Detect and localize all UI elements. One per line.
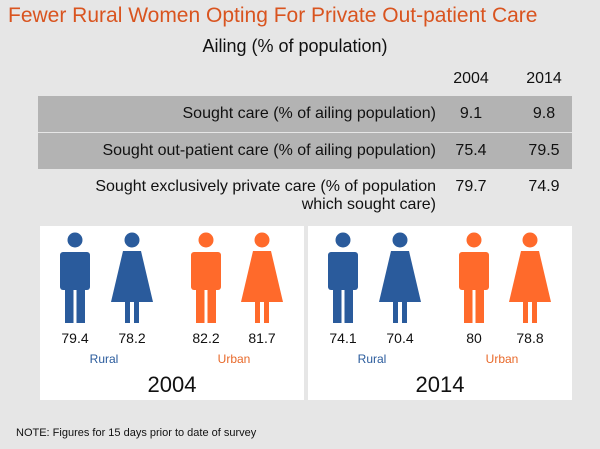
row-label: Sought care (% of ailing population): [182, 105, 437, 122]
value-urban-male: 82.2: [192, 330, 220, 346]
row-label: Sought out-patient care (% of ailing pop…: [102, 142, 436, 159]
man-icon: [328, 232, 358, 323]
row-label: Sought exclusively private care (% of po…: [95, 178, 436, 214]
row-value-2004: 79.7: [455, 178, 487, 195]
panel-2014: 74.1 70.4 80 78.8 Rural Urban 2014: [308, 226, 572, 400]
woman-icon: [509, 232, 551, 323]
group-label-rural: Rural: [89, 352, 119, 366]
figures-2014: [328, 232, 551, 323]
chart-title: Fewer Rural Women Opting For Private Out…: [8, 4, 538, 27]
value-rural-female: 70.4: [386, 330, 414, 346]
value-urban-female: 78.8: [516, 330, 544, 346]
woman-icon: [379, 232, 421, 323]
row-value-2004: 9.1: [459, 105, 483, 122]
man-icon: [60, 232, 90, 323]
value-urban-male: 80: [466, 330, 482, 346]
group-label-urban: Urban: [485, 352, 519, 366]
row-value-2014: 79.5: [528, 142, 560, 159]
chart-subtitle: Ailing (% of population): [202, 36, 388, 56]
row-value-2014: 9.8: [532, 105, 556, 122]
group-label-urban: Urban: [217, 352, 251, 366]
figures-2004: [60, 232, 283, 323]
panel-year: 2014: [415, 372, 465, 397]
table-row-sought-care: Sought care (% of ailing population) 9.1…: [38, 96, 572, 132]
value-rural-male: 79.4: [61, 330, 89, 346]
panel-year: 2004: [147, 372, 197, 397]
man-icon: [459, 232, 489, 323]
row-label-line2: which sought care): [301, 196, 436, 213]
row-value-2014: 74.9: [528, 178, 560, 195]
woman-icon: [111, 232, 153, 323]
column-header-2004: 2004: [453, 70, 489, 87]
value-rural-male: 74.1: [329, 330, 357, 346]
table-row-out-patient: Sought out-patient care (% of ailing pop…: [38, 133, 572, 169]
row-value-2004: 75.4: [455, 142, 487, 159]
woman-icon: [241, 232, 283, 323]
panel-2004: 79.4 78.2 82.2 81.7 Rural Urban 2004: [40, 226, 304, 400]
value-rural-female: 78.2: [118, 330, 146, 346]
group-label-rural: Rural: [357, 352, 387, 366]
row-label-line1: Sought exclusively private care (% of po…: [95, 178, 436, 195]
value-urban-female: 81.7: [248, 330, 276, 346]
man-icon: [191, 232, 221, 323]
footnote: NOTE: Figures for 15 days prior to date …: [16, 427, 257, 439]
column-header-2014: 2014: [526, 70, 562, 87]
table-row-private-care: Sought exclusively private care (% of po…: [38, 172, 572, 218]
